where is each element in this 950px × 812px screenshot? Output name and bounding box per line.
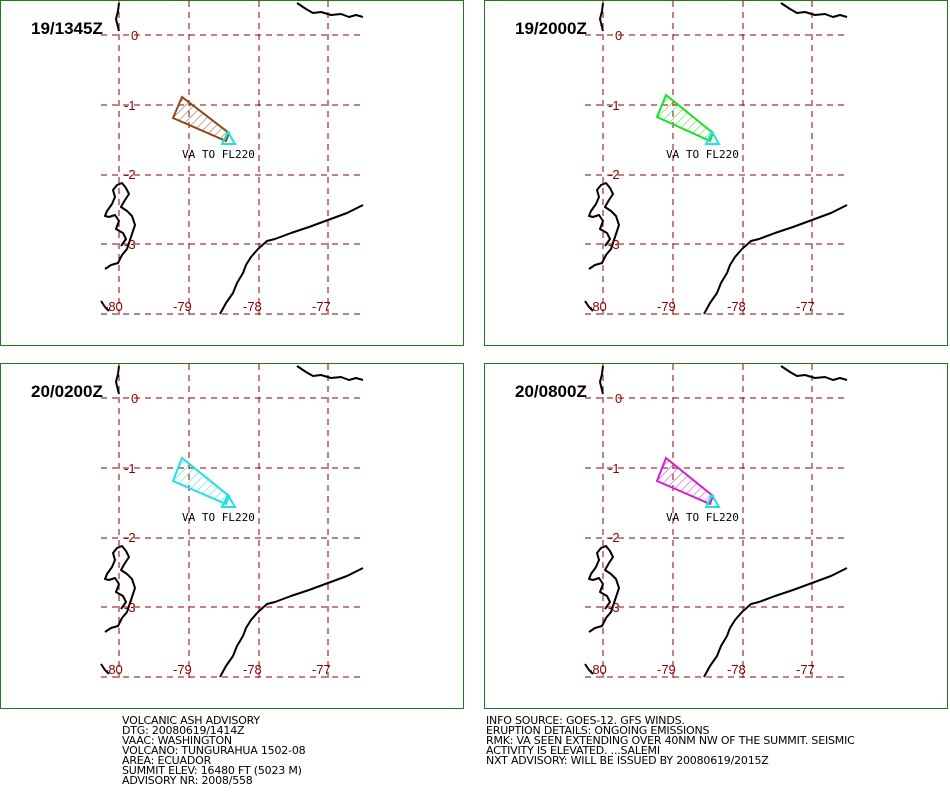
lon-label: -80: [588, 662, 607, 677]
lat-labels: 0 -1 -2 -3: [124, 391, 138, 615]
advisory-line: AREA: ECUADOR: [122, 754, 212, 767]
lon-labels: -80 -79 -78 -77: [588, 662, 815, 677]
ash-polygon: [655, 93, 715, 143]
lat-label: 0: [131, 28, 138, 43]
lat-labels: 0 -1 -2 -3: [608, 391, 622, 615]
advisory-line: RMK: VA SEEN EXTENDING OVER 40NM NW OF T…: [486, 734, 855, 747]
advisory-details-block: INFO SOURCE: GOES-12. GFS WINDS. ERUPTIO…: [486, 714, 855, 767]
lon-labels: -80 -79 -78 -77: [588, 299, 815, 314]
lat-label: -1: [124, 461, 136, 476]
ash-label: VA TO FL220: [666, 148, 739, 161]
volcano-marker: [704, 492, 721, 508]
lat-label: 0: [615, 391, 622, 406]
panel-time-label: 19/1345Z: [31, 19, 103, 38]
lon-label: -79: [657, 299, 676, 314]
lat-label: 0: [131, 391, 138, 406]
lon-label: -77: [796, 662, 815, 677]
advisory-line: SUMMIT ELEV: 16480 FT (5023 M): [122, 764, 302, 777]
lon-label: -80: [588, 299, 607, 314]
grid: [101, 1, 363, 315]
lon-label: -77: [796, 299, 815, 314]
lat-label: -3: [608, 237, 620, 252]
grid: [585, 1, 847, 315]
lon-label: -78: [243, 299, 262, 314]
lon-label: -78: [727, 299, 746, 314]
lon-label: -79: [657, 662, 676, 677]
grid: [101, 364, 363, 678]
lat-label: -2: [124, 167, 136, 182]
map-panel-3: VA TO FL220 0 -1 -2 -3 -80 -79 -78 -77 2…: [0, 363, 464, 709]
advisory-header-block: VOLCANIC ASH ADVISORY DTG: 20080619/1414…: [122, 714, 306, 787]
advisory-line: NXT ADVISORY: WILL BE ISSUED BY 20080619…: [486, 754, 769, 767]
lon-labels: -80 -79 -78 -77: [104, 299, 331, 314]
map-canvas: VA TO FL220 0 -1 -2 -3 -80 -79 -78 -77: [100, 364, 364, 678]
lat-label: 0: [615, 28, 622, 43]
map-canvas: VA TO FL220 0 -1 -2 -3 -80 -79 -78 -77: [584, 1, 848, 315]
coastline: [584, 2, 848, 315]
lon-label: -78: [727, 662, 746, 677]
lat-labels: 0 -1 -2 -3: [124, 28, 138, 252]
lat-label: -1: [608, 461, 620, 476]
advisory-line: INFO SOURCE: GOES-12. GFS WINDS.: [486, 714, 685, 727]
advisory-line: VAAC: WASHINGTON: [122, 734, 232, 747]
map-canvas: VA TO FL220 0 -1 -2 -3 -80 -79 -78 -77: [100, 1, 364, 315]
lon-label: -77: [312, 299, 331, 314]
map-panel-1: VA TO FL220 0 -1 -2 -3 -80 -79 -78 -77 1…: [0, 0, 464, 346]
ash-polygon: [171, 456, 231, 506]
volcano-marker: [220, 129, 237, 145]
lat-label: -3: [608, 600, 620, 615]
lon-label: -79: [173, 299, 192, 314]
lat-label: -2: [124, 530, 136, 545]
panel-time-label: 19/2000Z: [515, 19, 587, 38]
grid: [585, 364, 847, 678]
lon-label: -80: [104, 299, 123, 314]
lat-label: -3: [124, 600, 136, 615]
map-panel-2: VA TO FL220 0 -1 -2 -3 -80 -79 -78 -77 1…: [484, 0, 948, 346]
volcano-marker: [220, 492, 237, 508]
lon-label: -80: [104, 662, 123, 677]
ash-label: VA TO FL220: [182, 511, 255, 524]
lat-labels: 0 -1 -2 -3: [608, 28, 622, 252]
advisory-line: ERUPTION DETAILS: ONGOING EMISSIONS: [486, 724, 710, 737]
lat-label: -3: [124, 237, 136, 252]
lon-label: -77: [312, 662, 331, 677]
lon-labels: -80 -79 -78 -77: [104, 662, 331, 677]
panel-time-label: 20/0200Z: [31, 382, 103, 401]
lat-label: -1: [608, 98, 620, 113]
map-canvas: VA TO FL220 0 -1 -2 -3 -80 -79 -78 -77: [584, 364, 848, 678]
advisory-line: ACTIVITY IS ELEVATED. ...SALEMI: [486, 744, 660, 757]
coastline: [584, 365, 848, 678]
advisory-line: ADVISORY NR: 2008/558: [122, 774, 253, 787]
advisory-line: VOLCANIC ASH ADVISORY: [122, 714, 260, 727]
lon-label: -79: [173, 662, 192, 677]
coastline: [100, 365, 364, 678]
lat-label: -1: [124, 98, 136, 113]
advisory-line: DTG: 20080619/1414Z: [122, 724, 245, 737]
ash-polygon: [655, 456, 715, 506]
coastline: [100, 2, 364, 315]
panel-time-label: 20/0800Z: [515, 382, 587, 401]
ash-label: VA TO FL220: [666, 511, 739, 524]
advisory-line: VOLCANO: TUNGURAHUA 1502-08: [122, 744, 306, 757]
lat-label: -2: [608, 530, 620, 545]
lat-label: -2: [608, 167, 620, 182]
volcano-marker: [704, 129, 721, 145]
lon-label: -78: [243, 662, 262, 677]
map-panel-4: VA TO FL220 0 -1 -2 -3 -80 -79 -78 -77 2…: [484, 363, 948, 709]
ash-label: VA TO FL220: [182, 148, 255, 161]
ash-polygon: [171, 95, 231, 143]
